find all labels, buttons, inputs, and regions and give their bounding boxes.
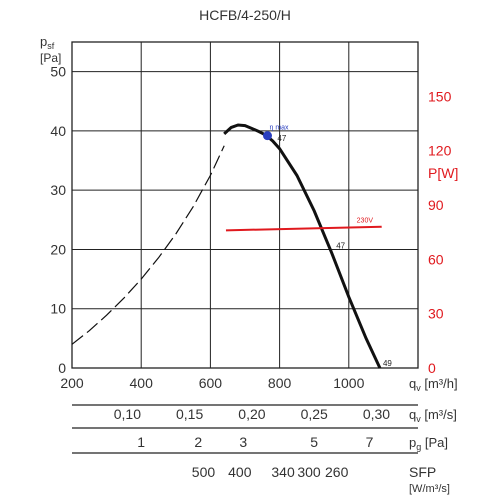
power-curve-230v	[225, 225, 382, 232]
secondary-tick-label: 7	[366, 434, 374, 450]
pressure-curve-dashed	[71, 145, 225, 345]
secondary-tick-label: 400	[228, 464, 252, 480]
y-tick-label: 40	[50, 123, 66, 139]
secondary-tick-label: 2	[194, 434, 202, 450]
secondary-tick-label: 0,15	[176, 406, 203, 422]
x-tick-label: 200	[60, 375, 84, 391]
efficiency-label: 47	[336, 242, 345, 251]
secondary-tick-label: 300	[297, 464, 321, 480]
eta-max-label: η max	[269, 125, 289, 132]
secondary-tick-label: 0,20	[238, 406, 265, 422]
secondary-tick-label: 1	[137, 434, 145, 450]
y-tick-label: 50	[50, 64, 66, 80]
sfp-label: SFP	[409, 464, 436, 480]
x-tick-label: 1000	[333, 375, 364, 391]
secondary-tick-label: 260	[325, 464, 349, 480]
y-right-tick-label: 150	[428, 88, 452, 104]
grid	[71, 41, 419, 369]
y-right-tick-label: 120	[428, 143, 452, 159]
y-axis-label: psf	[40, 34, 55, 51]
secondary-tick-label: 0,30	[363, 406, 390, 422]
y-tick-label: 10	[50, 301, 66, 317]
y-right-tick-label: 0	[428, 360, 436, 376]
y-right-tick-label: 60	[428, 251, 444, 267]
sfp-unit: [W/m³/s]	[409, 483, 450, 495]
secondary-axis-label: pg [Pa]	[409, 435, 448, 452]
y-tick-label: 0	[58, 360, 66, 376]
secondary-tick-label: 340	[271, 464, 295, 480]
efficiency-label: 49	[383, 359, 392, 368]
eta-max-point	[262, 131, 272, 141]
chart-title: HCFB/4-250/H	[199, 7, 291, 23]
efficiency-label: 47	[277, 134, 286, 143]
annotations-layer: η max 47 47 49	[262, 125, 392, 368]
y-axis-unit: [Pa]	[40, 51, 61, 65]
x-tick-label: 800	[268, 375, 292, 391]
power-curve-label: 230V	[357, 218, 374, 225]
x-axis-label: qv [m³/h]	[409, 376, 458, 393]
y-right-tick-label: 90	[428, 197, 444, 213]
y-tick-label: 30	[50, 182, 66, 198]
secondary-tick-label: 0,10	[114, 406, 141, 422]
secondary-tick-label: 0,25	[301, 406, 328, 422]
secondary-tick-label: 500	[192, 464, 216, 480]
secondary-scales: 0,10 0,15 0,20 0,25 0,30 qv [m³/s] 1 2 3 5 7 pg [Pa…	[72, 404, 457, 495]
x-tick-label: 600	[199, 375, 223, 391]
secondary-axis-label: qv [m³/s]	[409, 407, 457, 424]
y-tick-label: 20	[50, 241, 66, 257]
y-right-axis-label: P[W]	[428, 165, 458, 181]
pressure-curve-solid	[223, 123, 382, 369]
secondary-tick-label: 3	[239, 434, 247, 450]
x-tick-label: 400	[130, 375, 154, 391]
axes: 0 10 20 30 40 50 psf[Pa] 0 30 60 90 120 150 P[W] 200 40…	[40, 34, 458, 393]
plot-frame	[71, 41, 419, 369]
y-right-tick-label: 30	[428, 306, 444, 322]
secondary-tick-label: 5	[310, 434, 318, 450]
series-layer: 230V	[71, 123, 382, 369]
